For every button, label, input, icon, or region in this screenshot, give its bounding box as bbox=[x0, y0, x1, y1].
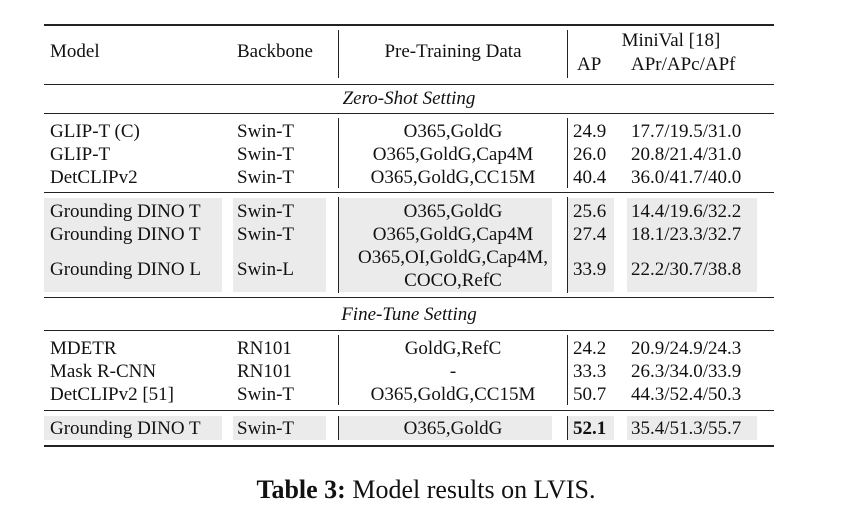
section-zero-shot: Zero-Shot Setting bbox=[342, 88, 476, 109]
column-divider bbox=[567, 197, 568, 293]
header-backbone: Backbone bbox=[237, 41, 313, 62]
cell-backbone: Swin-T bbox=[237, 201, 294, 222]
cell-ap: 26.0 bbox=[573, 144, 607, 165]
cell-backbone: Swin-T bbox=[237, 144, 294, 165]
group-rule bbox=[44, 192, 774, 193]
section-fine-tune: Fine-Tune Setting bbox=[341, 304, 477, 325]
top-rule bbox=[44, 24, 774, 26]
cell-data: O365,OI,GoldG,Cap4M, bbox=[358, 247, 548, 268]
cell-apr: 26.3/34.0/33.9 bbox=[631, 361, 742, 382]
cell-backbone: Swin-T bbox=[237, 224, 294, 245]
highlight-backbone bbox=[233, 198, 326, 292]
cell-data: O365,GoldG,Cap4M bbox=[372, 224, 534, 245]
cell-model: DetCLIPv2 bbox=[50, 167, 138, 188]
cell-backbone: Swin-L bbox=[237, 259, 294, 280]
highlight-data bbox=[339, 416, 552, 440]
header-pretraining: Pre-Training Data bbox=[384, 41, 522, 62]
cell-data: O365,GoldG bbox=[403, 121, 503, 142]
header-minival: MiniVal [18] bbox=[621, 30, 721, 51]
highlight-model bbox=[44, 198, 222, 292]
cell-apr: 36.0/41.7/40.0 bbox=[631, 167, 742, 188]
cell-ap: 40.4 bbox=[573, 167, 607, 188]
cell-data-line2: COCO,RefC bbox=[404, 270, 502, 291]
highlight-backbone bbox=[233, 416, 326, 440]
cell-ap: 50.7 bbox=[573, 384, 607, 405]
column-divider bbox=[338, 335, 339, 405]
cell-data: O365,GoldG bbox=[403, 418, 503, 439]
cell-data: - bbox=[449, 361, 457, 382]
cell-backbone: RN101 bbox=[237, 361, 292, 382]
cell-apr: 35.4/51.3/55.7 bbox=[631, 418, 742, 439]
caption-label: Table 3: bbox=[256, 475, 346, 504]
table-caption: Table 3: Model results on LVIS. bbox=[0, 474, 852, 506]
cell-backbone: Swin-T bbox=[237, 121, 294, 142]
cell-model: MDETR bbox=[50, 338, 117, 359]
header-rule bbox=[44, 84, 774, 85]
cell-ap: 33.3 bbox=[573, 361, 607, 382]
section-rule bbox=[44, 113, 774, 114]
highlight-model bbox=[44, 416, 222, 440]
section-rule bbox=[44, 297, 774, 298]
cell-apr: 20.9/24.9/24.3 bbox=[631, 338, 742, 359]
bottom-rule bbox=[44, 445, 774, 447]
cell-data: O365,GoldG,CC15M bbox=[370, 167, 536, 188]
cell-ap: 27.4 bbox=[573, 224, 607, 245]
cell-backbone: Swin-T bbox=[237, 418, 294, 439]
cell-backbone: Swin-T bbox=[237, 384, 294, 405]
group-rule bbox=[44, 410, 774, 411]
cell-model: Grounding DINO T bbox=[50, 201, 201, 222]
highlight-apr bbox=[627, 416, 757, 440]
column-divider bbox=[338, 30, 339, 78]
cell-backbone: Swin-T bbox=[237, 167, 294, 188]
cell-ap: 24.9 bbox=[573, 121, 607, 142]
cell-ap: 25.6 bbox=[573, 201, 607, 222]
cell-model: DetCLIPv2 [51] bbox=[50, 384, 175, 405]
header-apr: APr/APc/APf bbox=[631, 54, 736, 75]
cell-model: Mask R-CNN bbox=[50, 361, 157, 382]
cell-data: GoldG,RefC bbox=[404, 338, 502, 359]
header-model: Model bbox=[50, 41, 100, 62]
highlight-data bbox=[339, 198, 552, 292]
cell-data: O365,GoldG,CC15M bbox=[370, 384, 536, 405]
cell-model: GLIP-T (C) bbox=[50, 121, 140, 142]
highlight-apr bbox=[627, 198, 757, 292]
cell-ap: 33.9 bbox=[573, 259, 607, 280]
column-divider bbox=[338, 118, 339, 188]
column-divider bbox=[338, 197, 339, 293]
cell-apr: 20.8/21.4/31.0 bbox=[631, 144, 742, 165]
header-ap: AP bbox=[577, 54, 602, 75]
cell-data: O365,GoldG bbox=[403, 201, 503, 222]
cell-apr: 44.3/52.4/50.3 bbox=[631, 384, 742, 405]
cell-model: Grounding DINO T bbox=[50, 418, 201, 439]
cell-apr: 14.4/19.6/32.2 bbox=[631, 201, 742, 222]
cell-ap: 24.2 bbox=[573, 338, 607, 359]
cell-model: Grounding DINO L bbox=[50, 259, 201, 280]
cell-ap-best: 52.1 bbox=[573, 418, 607, 439]
cell-apr: 17.7/19.5/31.0 bbox=[631, 121, 742, 142]
column-divider bbox=[567, 30, 568, 78]
cell-model: GLIP-T bbox=[50, 144, 111, 165]
cell-model: Grounding DINO T bbox=[50, 224, 201, 245]
cell-apr: 22.2/30.7/38.8 bbox=[631, 259, 742, 280]
cell-backbone: RN101 bbox=[237, 338, 292, 359]
highlight-ap bbox=[568, 198, 614, 292]
highlight-ap bbox=[568, 416, 614, 440]
column-divider bbox=[567, 416, 568, 440]
column-divider bbox=[338, 416, 339, 440]
cell-apr: 18.1/23.3/32.7 bbox=[631, 224, 742, 245]
column-divider bbox=[567, 335, 568, 405]
cell-data: O365,GoldG,Cap4M bbox=[372, 144, 534, 165]
column-divider bbox=[567, 118, 568, 188]
section-rule bbox=[44, 330, 774, 331]
caption-text: Model results on LVIS. bbox=[345, 475, 596, 504]
